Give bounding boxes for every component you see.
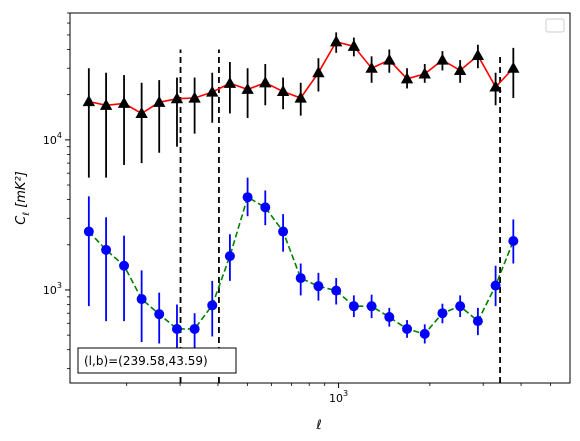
annotation: (l,b)=(239.58,43.59) [77,347,237,374]
data-point [101,244,112,255]
data-point [83,226,94,237]
data-point [366,301,377,312]
data-point [206,85,219,97]
data-point [189,323,200,334]
series-1 [83,177,519,369]
data-point [117,96,131,108]
data-point [312,66,325,78]
data-point [436,53,449,65]
data-point [295,273,306,284]
data-point [119,260,130,271]
legend-box [545,18,565,33]
data-point [400,72,414,84]
data-point [365,61,378,73]
data-point [224,251,235,262]
data-point [348,301,359,312]
data-point [242,192,253,203]
data-point [384,312,395,323]
data-point [508,235,519,246]
data-point [294,91,307,103]
axes: 103 104 103 Cℓ [mK²] [14,12,571,405]
series-0 [82,32,520,178]
data-point [419,328,430,339]
x-tick-label: 103 [329,389,348,405]
data-point [278,226,289,237]
series-layer [82,32,520,369]
plot-frame [69,12,571,384]
data-point [188,91,201,103]
data-point [383,53,396,65]
legend [545,18,565,33]
data-point [99,98,113,110]
data-point [331,285,342,296]
data-point [330,35,343,47]
data-point [170,92,184,104]
data-point [82,95,96,107]
data-point [471,48,485,61]
data-point [507,61,520,73]
data-point [472,316,483,327]
data-point [276,84,290,97]
data-point [154,309,165,320]
data-point [223,76,237,88]
y-axis-label: Cℓ [mK²] [14,171,32,224]
x-axis-label: ℓ [315,418,321,433]
data-point [418,67,431,79]
data-point [490,280,501,291]
data-point [260,202,271,213]
annotation-box [77,347,237,374]
data-point [259,76,272,88]
annotation-text: (l,b)=(239.58,43.59) [84,354,208,368]
data-point [402,323,413,334]
y-tick-label: 103 [43,281,62,297]
data-point [241,82,254,94]
data-point [347,39,361,51]
data-point [135,106,148,118]
y-tick-label: 104 [43,131,62,147]
data-point [313,281,324,292]
data-point [453,63,467,75]
data-point [455,301,466,312]
data-point [153,95,166,107]
data-point [171,323,182,334]
data-point [489,80,502,92]
data-point [136,294,147,305]
data-point [207,300,218,311]
data-point [437,308,448,319]
